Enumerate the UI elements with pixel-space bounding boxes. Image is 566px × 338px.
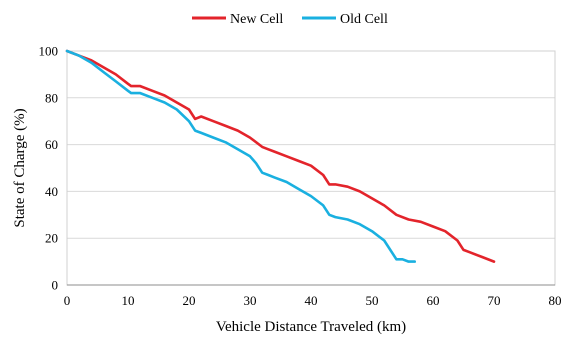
legend-label-new-cell: New Cell bbox=[230, 12, 283, 27]
legend-label-old-cell: Old Cell bbox=[340, 12, 388, 27]
x-tick-label: 50 bbox=[366, 293, 379, 308]
x-tick-labels: 0 10 20 30 40 50 60 70 80 bbox=[64, 293, 562, 308]
x-tick-label: 80 bbox=[549, 293, 562, 308]
x-axis-title: Vehicle Distance Traveled (km) bbox=[216, 319, 406, 335]
x-tick-label: 0 bbox=[64, 293, 71, 308]
y-tick-label: 100 bbox=[39, 44, 59, 59]
y-tick-label: 80 bbox=[45, 90, 58, 105]
series-lines bbox=[65, 49, 496, 263]
x-tick-label: 60 bbox=[427, 293, 440, 308]
gridlines bbox=[67, 50, 555, 239]
y-tick-label: 0 bbox=[52, 278, 59, 293]
series-line-old-cell bbox=[65, 49, 417, 263]
x-tick-label: 70 bbox=[488, 293, 501, 308]
y-tick-label: 40 bbox=[45, 184, 58, 199]
x-tick-label: 40 bbox=[305, 293, 318, 308]
y-axis-title: State of Charge (%) bbox=[12, 108, 28, 227]
x-tick-label: 30 bbox=[244, 293, 257, 308]
legend: New Cell Old Cell bbox=[192, 12, 388, 27]
y-tick-label: 20 bbox=[45, 231, 58, 246]
series-line-new-cell bbox=[65, 49, 496, 263]
y-tick-label: 60 bbox=[45, 137, 58, 152]
x-tick-label: 10 bbox=[122, 293, 135, 308]
y-tick-labels: 0 20 40 60 80 100 bbox=[39, 44, 59, 293]
x-tick-label: 20 bbox=[183, 293, 196, 308]
